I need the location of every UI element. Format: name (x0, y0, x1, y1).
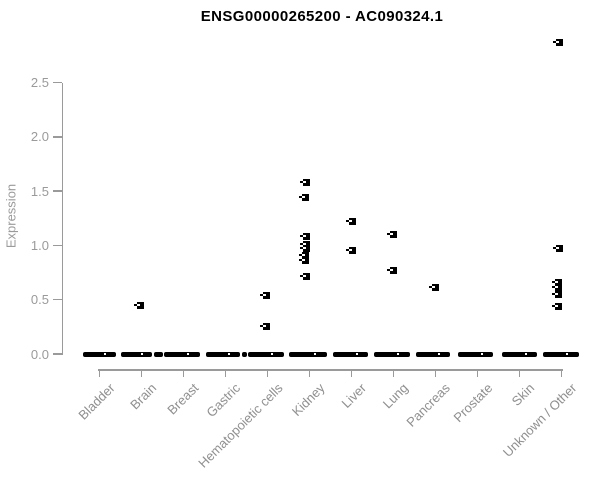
zero-band (83, 351, 117, 357)
x-tick-mark (434, 369, 437, 377)
data-point (299, 178, 310, 186)
x-tick-label-breast: Breast (164, 380, 202, 418)
x-tick-label-bladder: Bladder (74, 380, 118, 423)
x-tick-mark (350, 369, 353, 377)
zero-band (206, 351, 241, 357)
y-tick-mark (53, 244, 62, 247)
chart-title: ENSG00000265200 - AC090324.1 (200, 8, 444, 25)
zero-band (543, 351, 580, 357)
x-tick-mark (182, 369, 185, 377)
zero-band (248, 351, 285, 357)
y-tick-label: 2.5 (30, 75, 49, 91)
y-tick-label: 1.0 (30, 237, 49, 253)
data-point (428, 284, 439, 292)
y-tick-mark (53, 81, 62, 84)
data-point (298, 194, 309, 202)
zero-band (502, 351, 538, 357)
data-point (552, 38, 563, 46)
data-point (386, 266, 397, 274)
data-point (551, 284, 562, 292)
x-tick-mark (224, 369, 227, 377)
x-tick-label-lung: Lung (380, 380, 412, 412)
data-point (386, 231, 397, 239)
x-tick-label-brain: Brain (127, 380, 160, 413)
zero-band (374, 351, 411, 357)
zero-band (154, 351, 164, 357)
x-tick-label-kidney: Kidney (288, 380, 328, 420)
data-point (345, 247, 356, 255)
x-tick-mark (308, 369, 311, 377)
x-tick-mark (560, 369, 563, 377)
x-tick-mark (518, 369, 521, 377)
data-point (299, 240, 310, 248)
y-tick-mark (53, 298, 62, 301)
x-axis-line (97, 369, 563, 371)
data-point (345, 218, 356, 226)
y-tick-label: 1.5 (30, 183, 49, 199)
data-point (259, 291, 270, 299)
y-tick-label: 2.0 (30, 129, 49, 145)
y-axis-label: Expression (3, 183, 19, 249)
x-tick-label-skin: Skin (508, 380, 538, 409)
y-tick-mark (53, 353, 62, 355)
zero-band (416, 351, 451, 357)
x-tick-label-pancreas: Pancreas (403, 380, 454, 430)
x-tick-mark (98, 369, 101, 377)
x-tick-label-liver: Liver (338, 380, 370, 411)
x-tick-label-gastric: Gastric (203, 380, 244, 421)
zero-band (333, 351, 369, 357)
x-tick-label-hematopoietic-cells: Hematopoietic cells (194, 380, 286, 471)
zero-band (164, 351, 201, 357)
zero-band (121, 351, 153, 357)
x-tick-mark (392, 369, 395, 377)
data-point (299, 273, 310, 281)
data-point (551, 302, 562, 310)
data-point (299, 233, 310, 241)
data-point (551, 278, 562, 286)
data-point (298, 251, 309, 259)
y-axis-line (61, 82, 63, 356)
data-point (298, 257, 309, 265)
data-point (133, 301, 144, 309)
y-tick-mark (53, 136, 62, 138)
data-point (551, 290, 562, 298)
x-tick-label-prostate: Prostate (450, 380, 496, 426)
data-point (259, 323, 270, 331)
x-tick-mark (476, 369, 479, 377)
y-tick-mark (53, 190, 62, 192)
data-point (299, 245, 310, 253)
zero-band (458, 351, 494, 357)
zero-band (242, 351, 248, 357)
data-point (552, 245, 563, 253)
x-tick-mark (140, 369, 143, 377)
zero-band (289, 351, 328, 357)
y-tick-label: 0.5 (30, 292, 49, 308)
y-tick-label: 0.0 (30, 346, 49, 362)
x-tick-mark (266, 369, 269, 377)
